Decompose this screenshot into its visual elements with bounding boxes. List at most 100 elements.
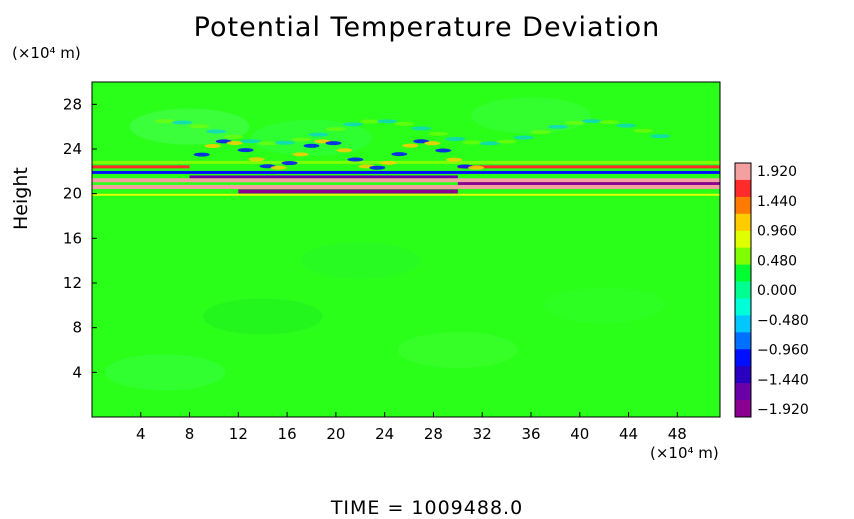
wave-feature: [270, 165, 287, 170]
wave-feature: [435, 148, 452, 153]
x-tick-label: 40: [570, 425, 589, 443]
wave-feature: [402, 143, 419, 148]
plot-area: [91, 81, 721, 418]
colorbar-swatch: [735, 349, 751, 367]
y-tick-label: 16: [63, 229, 82, 247]
colorbar-swatch: [735, 196, 751, 215]
wave-feature: [226, 141, 243, 146]
band-upper-red: [457, 165, 720, 169]
x-tick-label: 12: [229, 425, 248, 443]
band-pink: [92, 178, 720, 183]
wave-feature: [292, 152, 309, 157]
colorbar-swatch: [735, 332, 751, 350]
band-purple-mid: [238, 189, 458, 194]
colorbar-swatch: [735, 281, 751, 299]
colorbar-swatch: [735, 179, 751, 198]
field-patch: [300, 242, 421, 279]
wave-feature: [530, 130, 551, 135]
wave-feature: [193, 152, 210, 157]
x-axis-unit: (×10⁴ m): [650, 444, 719, 462]
colorbar-swatch: [735, 366, 751, 384]
wave-feature: [564, 120, 585, 125]
wave-feature: [599, 120, 620, 125]
colorbar-swatch: [735, 247, 751, 266]
wave-feature: [377, 119, 398, 124]
wave-feature: [237, 148, 254, 153]
colorbar-swatch: [735, 230, 751, 249]
x-tick-label: 24: [375, 425, 394, 443]
colorbar-swatch: [735, 264, 751, 283]
wave-feature: [248, 157, 265, 162]
y-tick-label: 24: [63, 140, 82, 158]
wave-feature: [650, 134, 671, 139]
wave-feature: [223, 134, 244, 139]
field-patch: [544, 287, 665, 324]
wave-feature: [380, 160, 397, 165]
wave-feature: [479, 141, 500, 146]
band-upper-red: [92, 165, 190, 169]
wave-feature: [206, 129, 227, 134]
x-tick-label: 20: [326, 425, 345, 443]
field-patch: [397, 332, 518, 368]
colorbar-swatch: [735, 163, 751, 181]
band-pink-lower: [92, 184, 720, 189]
x-tick-label: 36: [521, 425, 540, 443]
wave-feature: [257, 141, 278, 146]
colorbar-swatch: [735, 383, 751, 401]
band-upper-blue: [189, 175, 458, 179]
colorbar: 1.920 1.440 0.960 0.480 0.000 −0.480 −0.960 −1.…: [734, 162, 809, 418]
colorbar-label: 0.000: [757, 283, 797, 299]
wave-feature: [189, 124, 210, 129]
colorbar-swatch: [735, 298, 751, 316]
wave-feature: [496, 139, 517, 144]
y-tick-label: 4: [72, 363, 82, 381]
wave-feature: [446, 157, 463, 162]
wave-feature: [336, 148, 353, 153]
wave-feature: [411, 126, 432, 131]
field-patch: [202, 298, 323, 335]
colorbar-frame: [734, 162, 752, 418]
colorbar-label: −1.920: [757, 402, 809, 418]
wave-feature: [424, 141, 441, 146]
wave-feature: [360, 119, 381, 124]
x-tick-label: 44: [619, 425, 638, 443]
colorbar-swatch: [735, 213, 751, 232]
x-tick-label: 8: [185, 425, 195, 443]
wave-feature: [633, 128, 654, 133]
wave-feature: [342, 122, 363, 127]
colorbar-label: 1.920: [757, 164, 797, 180]
wave-feature: [394, 121, 415, 126]
field-patch: [105, 354, 226, 391]
wave-feature: [303, 143, 320, 148]
y-tick-labels: 4 8 12 16 20 24 28: [63, 95, 97, 381]
wave-feature: [513, 135, 534, 140]
wave-feature: [308, 132, 329, 137]
wave-feature: [204, 143, 221, 148]
colorbar-swatch: [735, 400, 751, 418]
x-tick-label: 28: [424, 425, 443, 443]
y-tick-label: 20: [63, 185, 82, 203]
wave-feature: [240, 139, 261, 144]
wave-feature: [428, 131, 449, 136]
band-purple-right: [457, 182, 720, 186]
wave-feature: [391, 152, 408, 157]
wave-feature: [445, 136, 466, 141]
x-tick-labels: 4 8 12 16 20 24 28 32 36 40 44 48: [136, 412, 687, 443]
band-upper-yellow: [92, 160, 720, 164]
wave-feature: [325, 127, 346, 132]
x-tick-label: 4: [136, 425, 146, 443]
colorbar-label: −0.960: [757, 343, 809, 359]
plot-frame: [91, 81, 721, 418]
colorbar-label: −0.480: [757, 313, 809, 329]
y-axis-unit: (×10⁴ m): [12, 44, 81, 62]
chart-title: Potential Temperature Deviation: [193, 12, 661, 43]
colorbar-swatch: [735, 315, 751, 333]
field-patch: [129, 108, 250, 145]
colorbar-label: 1.440: [757, 194, 797, 210]
field-patch: [470, 97, 591, 134]
wave-feature: [616, 123, 637, 128]
wave-feature: [462, 140, 483, 145]
band-cyan: [92, 170, 720, 174]
wave-feature: [547, 124, 568, 129]
